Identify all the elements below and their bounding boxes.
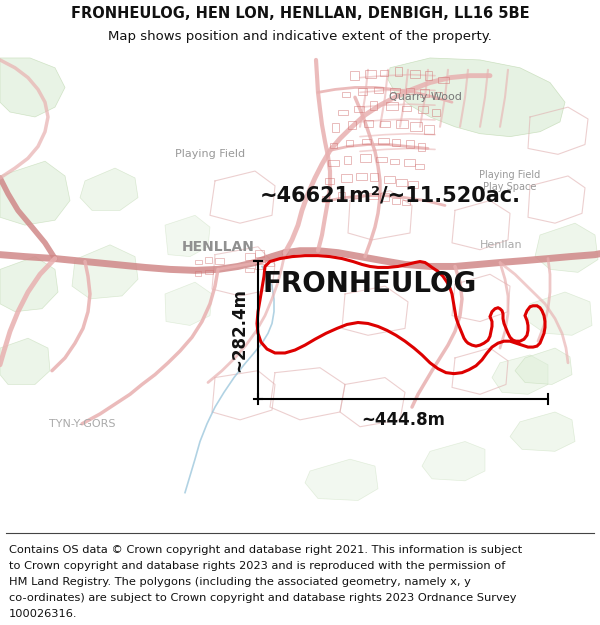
Polygon shape xyxy=(0,58,65,117)
Bar xyxy=(370,173,377,181)
Text: ~282.4m: ~282.4m xyxy=(230,288,248,372)
Bar xyxy=(404,159,415,166)
Text: Quarry Wood: Quarry Wood xyxy=(389,92,461,103)
Bar xyxy=(386,102,398,110)
Text: co-ordinates) are subject to Crown copyright and database rights 2023 Ordnance S: co-ordinates) are subject to Crown copyr… xyxy=(9,593,517,603)
Polygon shape xyxy=(165,215,210,257)
Bar xyxy=(352,191,361,198)
Text: Playing Field: Playing Field xyxy=(175,149,245,159)
Polygon shape xyxy=(510,412,575,451)
Bar xyxy=(366,192,377,199)
Text: to Crown copyright and database rights 2023 and is reproduced with the permissio: to Crown copyright and database rights 2… xyxy=(9,561,505,571)
Bar xyxy=(362,139,371,144)
Polygon shape xyxy=(0,338,50,384)
Bar xyxy=(342,92,350,98)
Bar xyxy=(354,106,364,112)
Bar xyxy=(378,138,389,144)
Bar xyxy=(195,271,201,276)
Text: HM Land Registry. The polygons (including the associated geometry, namely x, y: HM Land Registry. The polygons (includin… xyxy=(9,577,471,587)
Bar xyxy=(396,179,407,186)
Text: ~46621m²/~11.520ac.: ~46621m²/~11.520ac. xyxy=(260,186,521,206)
Bar xyxy=(364,120,373,127)
Bar xyxy=(415,164,424,169)
Bar xyxy=(376,157,387,162)
Bar xyxy=(402,106,410,111)
Bar xyxy=(205,258,212,262)
Bar xyxy=(255,264,265,269)
Text: ~444.8m: ~444.8m xyxy=(361,411,445,429)
Bar xyxy=(346,140,353,146)
Bar xyxy=(390,159,399,164)
Bar xyxy=(265,260,274,266)
Text: HENLLAN: HENLLAN xyxy=(182,240,254,254)
Polygon shape xyxy=(388,58,565,137)
Bar xyxy=(338,110,348,115)
Bar xyxy=(344,156,351,164)
Polygon shape xyxy=(72,245,138,299)
Bar xyxy=(418,142,425,151)
Bar xyxy=(348,121,356,129)
Bar xyxy=(418,106,428,113)
Text: FRONHEULOG, HEN LON, HENLLAN, DENBIGH, LL16 5BE: FRONHEULOG, HEN LON, HENLLAN, DENBIGH, L… xyxy=(71,6,529,21)
Bar xyxy=(350,71,359,79)
Bar xyxy=(245,253,255,259)
Polygon shape xyxy=(535,223,598,272)
Bar xyxy=(215,258,224,264)
Bar xyxy=(395,68,402,76)
Bar xyxy=(396,120,408,127)
Bar xyxy=(374,88,383,93)
Bar xyxy=(195,260,202,264)
Bar xyxy=(406,88,415,94)
Bar xyxy=(341,174,352,182)
Bar xyxy=(328,161,339,166)
Bar xyxy=(408,181,418,188)
Bar xyxy=(410,122,422,131)
Polygon shape xyxy=(0,161,70,225)
Polygon shape xyxy=(80,168,138,211)
Bar xyxy=(356,173,367,180)
Text: Henllan: Henllan xyxy=(480,240,523,250)
Bar xyxy=(410,70,420,78)
Polygon shape xyxy=(515,348,572,384)
Bar xyxy=(392,198,400,204)
Bar xyxy=(380,121,390,127)
Polygon shape xyxy=(165,282,212,326)
Bar xyxy=(380,192,389,201)
Bar xyxy=(322,196,329,201)
Bar xyxy=(432,109,440,116)
Polygon shape xyxy=(422,441,485,481)
Bar xyxy=(438,77,449,82)
Text: 100026316.: 100026316. xyxy=(9,609,77,619)
Bar xyxy=(325,177,334,184)
Bar xyxy=(424,125,434,134)
Polygon shape xyxy=(305,459,378,501)
Bar xyxy=(255,250,263,257)
Bar xyxy=(434,92,442,99)
Bar xyxy=(420,89,429,98)
Text: Map shows position and indicative extent of the property.: Map shows position and indicative extent… xyxy=(108,29,492,42)
Text: FRONHEULOG: FRONHEULOG xyxy=(263,270,477,298)
Bar xyxy=(338,192,345,199)
Bar xyxy=(380,70,388,76)
Bar xyxy=(358,88,367,96)
Bar xyxy=(390,88,400,93)
Bar xyxy=(205,270,212,274)
Polygon shape xyxy=(528,292,592,335)
Bar xyxy=(332,123,339,132)
Bar xyxy=(392,139,400,146)
Text: TYN-Y-GORS: TYN-Y-GORS xyxy=(49,419,115,429)
Polygon shape xyxy=(0,257,58,312)
Bar xyxy=(384,176,395,183)
Bar xyxy=(370,101,377,110)
Bar xyxy=(330,142,337,148)
Text: Contains OS data © Crown copyright and database right 2021. This information is : Contains OS data © Crown copyright and d… xyxy=(9,545,522,555)
Bar xyxy=(402,200,410,206)
Bar xyxy=(406,141,414,148)
Bar xyxy=(360,154,371,162)
Text: Playing Field
Play Space: Playing Field Play Space xyxy=(479,169,541,192)
Bar xyxy=(425,71,432,79)
Bar xyxy=(245,268,254,272)
Bar xyxy=(365,71,376,78)
Polygon shape xyxy=(492,355,548,394)
